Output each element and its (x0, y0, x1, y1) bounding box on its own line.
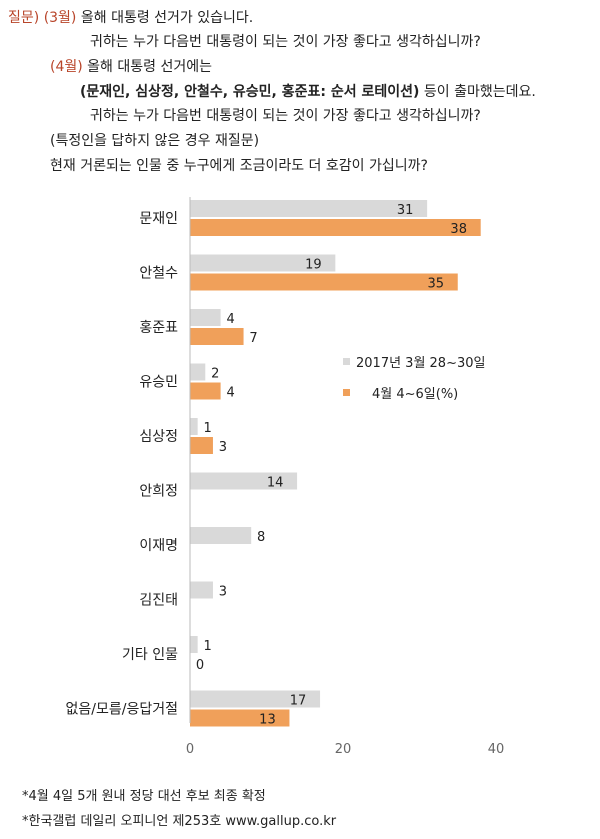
category-label: 김진태 (139, 593, 178, 609)
bar (190, 273, 458, 291)
question-line-march: 질문) (3월) 올해 대통령 선거가 있습니다. (8, 7, 253, 27)
value-label: 7 (249, 331, 257, 346)
question-block: 질문) (3월) 올해 대통령 선거가 있습니다. 귀하는 누가 다음번 대통령… (0, 0, 600, 200)
bar (190, 200, 428, 217)
value-label: 8 (257, 530, 265, 545)
value-label: 1 (204, 421, 212, 436)
bar (190, 363, 206, 381)
question-line-april: (4월) 올해 대통령 선거에는 (50, 56, 212, 76)
value-label: 31 (397, 203, 414, 218)
category-label: 홍준표 (139, 320, 178, 336)
legend-label: 4월 4~6일(%) (372, 387, 458, 402)
category-label: 유승민 (139, 375, 178, 391)
bar (190, 219, 481, 236)
x-tick-label: 20 (335, 742, 352, 757)
value-label: 19 (305, 258, 322, 273)
legend-swatch (343, 389, 350, 396)
category-label: 안철수 (139, 266, 178, 282)
bar (190, 527, 252, 544)
value-label: 3 (219, 585, 227, 600)
x-tick-label: 40 (488, 742, 505, 757)
bar (190, 328, 244, 345)
bar (190, 418, 198, 435)
april-line1-end: 등이 출마했는데요. (423, 84, 536, 100)
question-label: 질문) (8, 10, 40, 26)
category-label: 문재인 (139, 211, 178, 227)
april-candidates: (문재인, 심상정, 안철수, 유승민, 홍준표: 순서 로테이션) (80, 84, 420, 100)
category-label: 심상정 (139, 429, 178, 445)
april-candidates-line: (문재인, 심상정, 안철수, 유승민, 홍준표: 순서 로테이션) 등이 출마… (80, 81, 536, 101)
march-question-2: 귀하는 누가 다음번 대통령이 되는 것이 가장 좋다고 생각하십니까? (90, 34, 481, 50)
april-tag: (4월) (50, 59, 83, 75)
value-label: 14 (267, 476, 284, 491)
bar (190, 581, 213, 599)
bar (190, 636, 198, 653)
value-label: 3 (219, 440, 227, 455)
category-label: 없음/모름/응답거절 (66, 702, 178, 718)
april-question-2: 귀하는 누가 다음번 대통령이 되는 것이 가장 좋다고 생각하십니까? (90, 108, 481, 124)
x-tick-label: 0 (186, 742, 194, 757)
value-label: 4 (226, 312, 234, 327)
category-label: 기타 인물 (122, 647, 178, 663)
legend-swatch (343, 358, 350, 365)
bar (190, 437, 213, 454)
value-label: 13 (259, 713, 276, 728)
bar-chart: 문재인3138안철수1935홍준표47유승민24심상정13안희정14이재명8김진… (66, 197, 505, 757)
bar (190, 309, 221, 326)
bar (190, 254, 336, 272)
value-label: 38 (450, 222, 467, 237)
value-label: 0 (196, 658, 204, 673)
april-question-1: 올해 대통령 선거에는 (87, 59, 212, 75)
value-label: 4 (226, 386, 234, 401)
footnote-2: *한국갤럽 데일리 오피니언 제253호 www.gallup.co.kr (22, 814, 337, 829)
march-tag: (3월) (43, 10, 77, 26)
followup-question-2: 현재 거론되는 인물 중 누구에게 조금이라도 더 호감이 가십니까? (50, 158, 428, 174)
bar (190, 709, 290, 727)
bar (190, 472, 298, 490)
bar (190, 382, 221, 400)
category-label: 이재명 (139, 538, 178, 554)
category-label: 안희정 (139, 484, 178, 500)
bar (190, 690, 321, 708)
followup-question-1: (특정인을 답하지 않은 경우 재질문) (50, 133, 260, 149)
value-label: 1 (204, 639, 212, 654)
value-label: 35 (427, 277, 444, 292)
march-question-1: 올해 대통령 선거가 있습니다. (80, 10, 254, 26)
footnote-1: *4월 4일 5개 원내 정당 대선 후보 최종 확정 (22, 789, 266, 804)
legend-label: 2017년 3월 28~30일 (356, 356, 485, 371)
value-label: 17 (290, 694, 307, 709)
value-label: 2 (211, 367, 219, 382)
